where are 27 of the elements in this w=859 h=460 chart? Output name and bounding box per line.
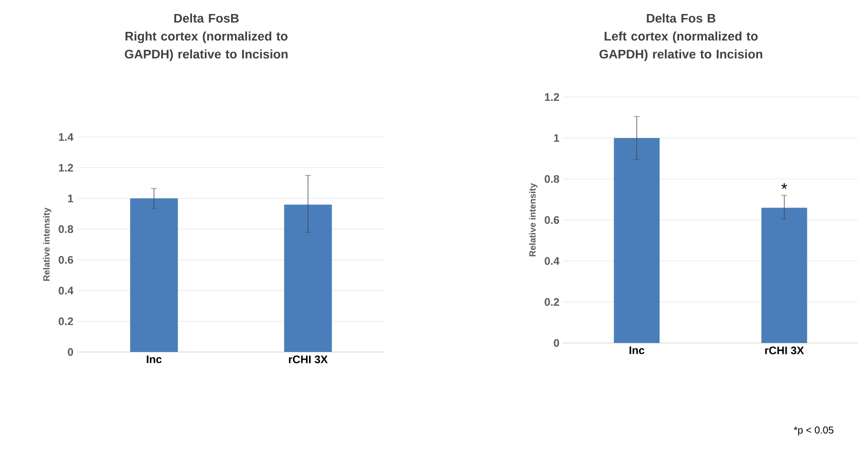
- text: *p < 0.05: [794, 426, 834, 436]
- y-tick-label: 0.4: [544, 257, 560, 265]
- chart-subtitle: Right cortex (normalized to GAPDH) relative to Incision: [124, 31, 288, 61]
- y-tick-label: 0.6: [58, 256, 74, 264]
- y-tick-label: 0.4: [58, 286, 74, 294]
- y-tick-label: 0.2: [58, 317, 74, 326]
- y-tick-label: 1: [554, 134, 560, 142]
- y-tick-label: 0: [554, 339, 560, 347]
- x-tick-label: rCHI 3X: [765, 346, 804, 354]
- y-tick-label: 0.8: [544, 175, 560, 183]
- y-axis-title: Relative intensity: [43, 208, 52, 281]
- y-tick-label: 1.2: [58, 164, 74, 172]
- y-tick-label: 0: [68, 348, 74, 356]
- x-tick-label: Inc: [146, 356, 162, 364]
- chart-title: Delta Fos B: [646, 14, 716, 23]
- y-tick-label: 0.8: [58, 225, 74, 234]
- y-tick-label: 1.2: [544, 93, 560, 101]
- x-tick-label: rCHI 3X: [288, 356, 328, 364]
- y-tick-label: 0.2: [544, 298, 560, 306]
- chart-subtitle: Left cortex (normalized to GAPDH) relative to Incision: [600, 31, 762, 61]
- y-tick-label: 1: [68, 194, 74, 202]
- y-axis-title: Relative intensity: [529, 183, 538, 256]
- y-tick-label: 1.4: [58, 133, 74, 141]
- y-tick-label: 0.6: [544, 216, 560, 224]
- annotation: *: [781, 183, 788, 189]
- chart-title: Delta FosB: [174, 14, 239, 23]
- x-tick-label: Inc: [630, 346, 644, 354]
